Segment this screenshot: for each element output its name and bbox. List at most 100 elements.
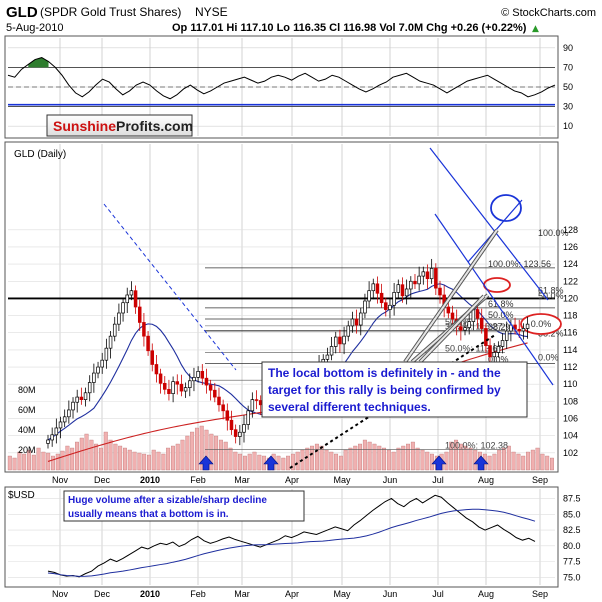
volume-bar <box>540 453 545 471</box>
circled-level <box>520 313 562 335</box>
usd-panel-frame <box>4 486 559 588</box>
sunshineprofits-logo: SunshineProfits.com <box>46 114 193 137</box>
volume-bar <box>391 451 396 471</box>
volume-bar <box>290 453 295 471</box>
volume-bar <box>550 457 554 471</box>
candle-body <box>87 382 92 394</box>
candle-body <box>79 396 84 401</box>
volume-bar <box>502 447 506 471</box>
price-tick-label: 124 <box>563 259 578 269</box>
candle-body <box>379 292 384 304</box>
quote-line: Op 117.01 Hi 117.10 Lo 116.35 Cl 116.98 … <box>172 22 527 34</box>
candle-body <box>117 312 121 325</box>
usd-tick-label: 82.5 <box>563 525 581 535</box>
candle-body <box>363 300 367 314</box>
candle-body <box>179 383 184 392</box>
callout-line-1: The local bottom is definitely in - and … <box>268 366 501 380</box>
volume-bar <box>420 449 425 471</box>
candle-body <box>463 327 467 331</box>
candle-body <box>479 317 484 329</box>
volume-bar <box>449 441 454 471</box>
candle-body <box>50 434 54 441</box>
volume-bar <box>530 449 535 471</box>
candle-body <box>167 389 171 394</box>
source: © StockCharts.com <box>501 7 596 19</box>
volume-bar <box>386 449 391 471</box>
price-tick-label: 102 <box>563 448 578 458</box>
volume-bar <box>12 457 17 471</box>
volume-bar <box>99 447 103 471</box>
candle-body <box>46 439 50 444</box>
usd-ma-line <box>47 508 536 577</box>
security-name: (SPDR Gold Trust Shares) <box>40 5 181 19</box>
volume-bar <box>372 443 377 471</box>
volume-bar <box>338 455 343 471</box>
candle-body <box>467 321 471 328</box>
volume-bar <box>123 447 127 471</box>
fib-label: 50.0% <box>488 310 514 320</box>
x-tick-label: Dec <box>94 589 111 599</box>
volume-bar <box>166 447 171 471</box>
price-tick-label: 110 <box>563 379 577 389</box>
candle-body <box>58 421 63 429</box>
analysis-callout: The local bottom is definitely in - and … <box>261 361 528 418</box>
candle-body <box>142 322 146 337</box>
volume-bar <box>151 449 156 471</box>
candle-body <box>354 318 359 326</box>
candle-body <box>254 399 259 401</box>
usd-tick-label: 80.0 <box>563 541 581 551</box>
volume-bar <box>257 454 262 471</box>
candle-body <box>500 340 505 347</box>
candle-body <box>525 323 530 329</box>
price-tick-label: 116 <box>563 328 577 338</box>
candle-body <box>329 346 334 356</box>
price-tick-label: 104 <box>563 431 578 441</box>
volume-bar <box>185 435 190 471</box>
rsi-overbought-area <box>28 57 49 68</box>
volume-bar <box>132 451 137 471</box>
right-pct-label: 50.0% <box>538 291 564 301</box>
candle-body <box>183 387 188 392</box>
volume-bar <box>281 457 286 471</box>
dashed-downtrend <box>103 203 237 371</box>
volume-bar <box>156 451 161 471</box>
volume-bar <box>535 447 540 471</box>
volume-bar <box>199 425 204 471</box>
candle-body <box>350 318 355 327</box>
x-tick-label: Aug <box>478 475 494 485</box>
price-tick-label: 126 <box>563 242 578 252</box>
usd-tick-label: 77.5 <box>563 557 581 567</box>
candle-body <box>346 325 351 337</box>
candle-body <box>246 410 250 425</box>
callout-arrow-inner <box>419 295 485 363</box>
usd-callout: Huge volume after a sizable/sharp declin… <box>63 490 305 522</box>
candle-body <box>217 396 221 406</box>
volume-bar <box>252 451 257 471</box>
volume-bar <box>444 451 449 471</box>
fib-label: 50.0%: 113.67 <box>445 344 502 354</box>
candle-body <box>338 336 342 345</box>
volume-bar <box>7 455 12 471</box>
price-tick-label: 112 <box>563 362 577 372</box>
volume-tick-label: 40M <box>18 425 36 435</box>
candle-body <box>492 352 496 358</box>
candle-body <box>96 366 100 374</box>
candle-body <box>400 284 405 297</box>
candle-body <box>484 328 488 346</box>
volume-bar <box>430 453 434 471</box>
right-pct-label: 0.0% <box>538 353 559 363</box>
usd-tick-label: 85.0 <box>563 509 581 519</box>
x-tick-label: Feb <box>190 475 206 485</box>
volume-bar <box>127 449 132 471</box>
volume-bar <box>521 455 526 471</box>
candle-body <box>392 292 396 306</box>
volume-arrow-icon <box>431 455 447 471</box>
x-tick-label: May <box>333 589 351 599</box>
volume-bar <box>377 445 382 471</box>
candle-body <box>225 410 230 421</box>
x-tick-label: Apr <box>285 589 299 599</box>
candle-body <box>434 268 438 289</box>
candle-body <box>200 370 205 379</box>
usd-panel-title: $USD <box>8 490 35 501</box>
candle-body <box>154 364 159 375</box>
